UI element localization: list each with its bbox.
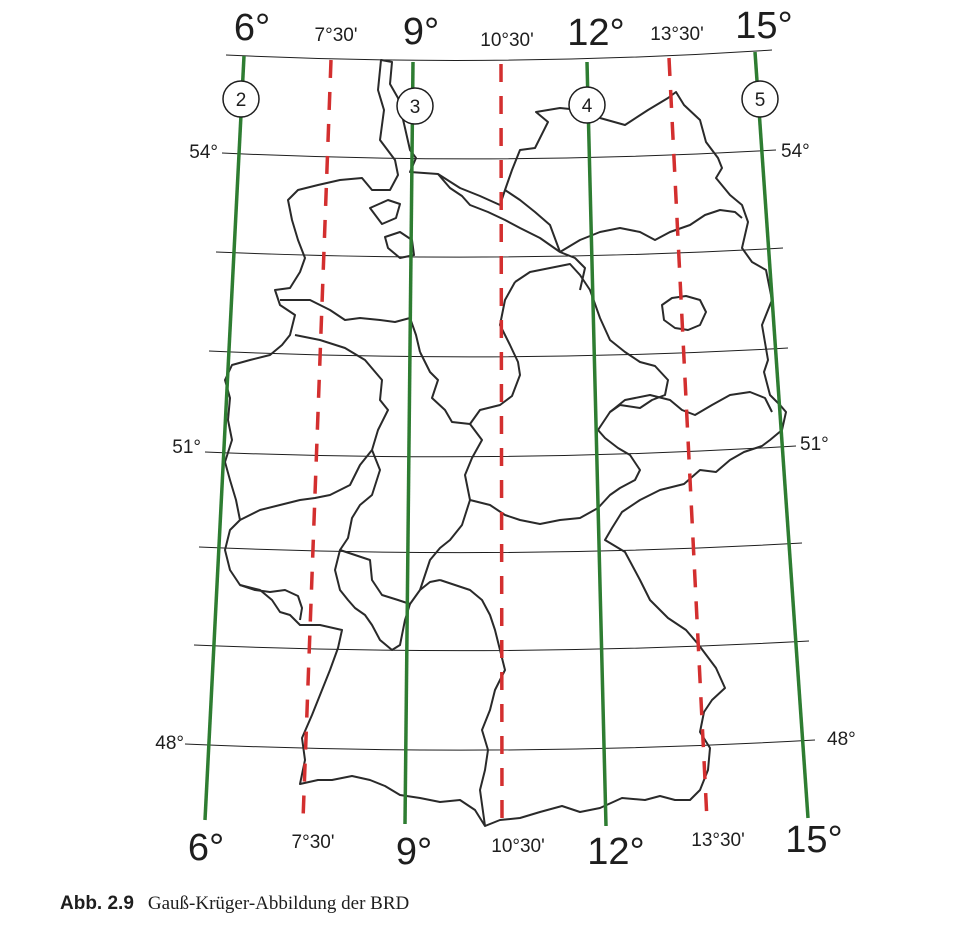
bottom-label-10-30: 10°30'	[491, 836, 545, 857]
top-label-15: 15°	[735, 5, 792, 47]
zone-number: 4	[582, 96, 593, 117]
border-sachsen	[609, 391, 773, 416]
gauss-krueger-map: 2 3 4 5 6° 7°30' 9° 10°30' 12° 13°30' 15…	[155, 5, 855, 873]
lat-label-54-right: 54°	[781, 141, 810, 162]
parallel-54	[221, 149, 777, 160]
zone-number: 5	[755, 90, 766, 111]
lat-label-51-right: 51°	[800, 434, 829, 455]
border-hamburg	[384, 231, 415, 259]
zone-number: 3	[410, 97, 421, 118]
border-thueringen	[464, 423, 641, 525]
bottom-label-12: 12°	[587, 831, 644, 873]
zone-markers: 2 3 4 5	[222, 80, 779, 125]
bottom-labels: 6° 7°30' 9° 10°30' 12° 13°30' 15°	[188, 819, 843, 873]
zone-marker-4: 4	[568, 86, 606, 124]
top-label-10-30: 10°30'	[480, 30, 534, 51]
parallel-48	[184, 739, 816, 751]
top-label-9: 9°	[403, 11, 439, 53]
top-labels: 6° 7°30' 9° 10°30' 12° 13°30' 15°	[234, 5, 793, 54]
border-hessen-by	[419, 499, 471, 591]
zone-marker-2: 2	[222, 80, 260, 118]
border-mv-west	[504, 189, 561, 253]
top-label-7-30: 7°30'	[315, 25, 358, 46]
meridian-7-30	[301, 59, 333, 821]
parallel-52	[208, 347, 789, 358]
zone-number: 2	[236, 90, 247, 111]
zone-marker-3: 3	[396, 87, 434, 125]
meridian-13-30	[667, 57, 709, 821]
main-meridians	[203, 51, 810, 827]
top-label-12: 12°	[567, 12, 624, 54]
border-nds-west	[280, 299, 421, 353]
figure-caption: Abb. 2.9 Gauß-Krüger-Abbildung der BRD	[60, 893, 409, 915]
bottom-label-7-30: 7°30'	[292, 832, 335, 853]
meridian-9	[403, 61, 415, 825]
germany-outline	[224, 59, 787, 827]
border-hessen-south	[339, 449, 441, 605]
lat-label-54-left: 54°	[189, 142, 218, 163]
bottom-label-9: 9°	[396, 831, 432, 873]
meridian-6	[203, 55, 246, 821]
meridian-10-30	[499, 63, 504, 823]
bottom-label-15: 15°	[785, 819, 842, 861]
border-rp-saar	[239, 584, 303, 621]
mid-meridians	[301, 57, 709, 823]
border-nds-east	[437, 173, 586, 291]
zone-marker-5: 5	[741, 80, 779, 118]
caption-number: Abb. 2.9	[60, 893, 134, 914]
lat-label-48-left: 48°	[155, 733, 184, 754]
meridian-12	[585, 61, 608, 827]
latitude-labels: 54° 54° 51° 51° 48° 48°	[155, 141, 855, 754]
parallel-55	[225, 49, 773, 61]
border-hessen-east	[419, 281, 521, 425]
border-nds-hb	[369, 199, 401, 225]
top-label-13-30: 13°30'	[650, 24, 704, 45]
bottom-label-6: 6°	[188, 827, 224, 869]
border-brandenburg-north	[559, 209, 743, 253]
border-sachsen-anhalt	[514, 263, 669, 431]
bottom-label-13-30: 13°30'	[691, 830, 745, 851]
lat-label-51-left: 51°	[172, 437, 201, 458]
state-borders	[224, 59, 787, 827]
top-label-6: 6°	[234, 7, 270, 49]
border-berlin	[661, 295, 707, 331]
meridian-15	[753, 51, 810, 819]
caption-text: Gauß-Krüger-Abbildung der BRD	[147, 893, 410, 914]
border-rp-bw	[334, 549, 411, 651]
border-bw-by	[439, 579, 506, 827]
lat-label-48-right: 48°	[827, 729, 856, 750]
